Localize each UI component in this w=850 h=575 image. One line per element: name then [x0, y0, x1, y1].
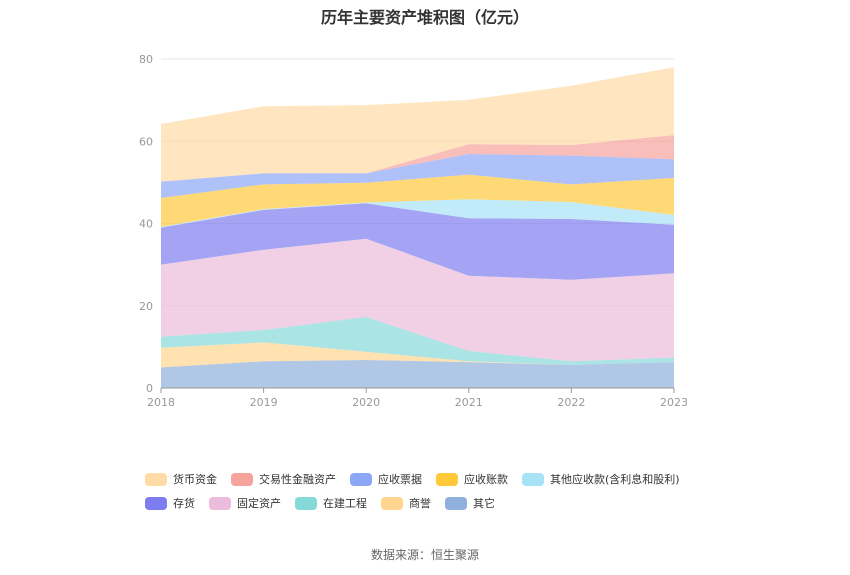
- x-tick-label: 2023: [660, 396, 688, 409]
- legend-label: 在建工程: [323, 497, 367, 510]
- x-tick-label: 2019: [250, 396, 278, 409]
- y-tick-label: 40: [139, 218, 153, 231]
- legend-label: 应收账款: [464, 473, 508, 486]
- legend-item[interactable]: 货币资金: [145, 472, 217, 486]
- area-series-8[interactable]: [161, 135, 674, 182]
- legend-label: 应收票据: [378, 473, 422, 486]
- legend-label: 交易性金融资产: [259, 473, 336, 486]
- legend-swatch: [436, 472, 458, 486]
- legend-label: 货币资金: [173, 473, 217, 486]
- stacked-area-chart: 0 20 40 60 80 2018 2019 2020 2021 2022 2023: [139, 53, 688, 409]
- x-tick-label: 2021: [455, 396, 483, 409]
- legend-label: 存货: [173, 497, 195, 510]
- y-tick-label: 20: [139, 300, 153, 313]
- legend-item[interactable]: 商誉: [381, 496, 431, 510]
- legend-swatch: [145, 472, 167, 486]
- legend-swatch: [522, 472, 544, 486]
- area-series-2[interactable]: [161, 316, 674, 365]
- axis-layer: 0 20 40 60 80 2018 2019 2020 2021 2022 2023: [139, 53, 688, 409]
- legend-label: 商誉: [409, 497, 431, 510]
- source-note: 数据来源：恒生聚源: [370, 548, 479, 562]
- legend-label: 固定资产: [237, 497, 281, 510]
- x-tick-label: 2018: [147, 396, 175, 409]
- x-tick-label: 2022: [557, 396, 585, 409]
- legend-item[interactable]: 存货: [145, 496, 195, 510]
- area-series-3[interactable]: [161, 238, 674, 362]
- area-layer: [161, 67, 674, 388]
- legend-item[interactable]: 在建工程: [295, 496, 367, 510]
- area-series-7[interactable]: [161, 154, 674, 198]
- legend-label: 其他应收款(含利息和股利): [550, 473, 680, 486]
- legend: 货币资金 交易性金融资产 应收票据 应收账款 其他应收款(含利息和股利) 存货 固定资产 在建…: [145, 472, 745, 520]
- legend-item[interactable]: 固定资产: [209, 496, 281, 510]
- legend-label: 其它: [473, 497, 495, 510]
- legend-swatch: [209, 496, 231, 510]
- legend-swatch: [445, 496, 467, 510]
- legend-swatch: [381, 496, 403, 510]
- legend-item[interactable]: 应收票据: [350, 472, 422, 486]
- legend-item[interactable]: 其他应收款(含利息和股利): [522, 472, 680, 486]
- chart-title: 历年主要资产堆积图（亿元）: [320, 8, 529, 27]
- legend-item[interactable]: 其它: [445, 496, 495, 510]
- y-tick-label: 60: [139, 135, 153, 148]
- area-series-5[interactable]: [161, 199, 674, 228]
- area-series-9[interactable]: [161, 67, 674, 182]
- legend-swatch: [350, 472, 372, 486]
- y-tick-label: 0: [146, 382, 153, 395]
- area-series-6[interactable]: [161, 174, 674, 227]
- area-series-1[interactable]: [161, 342, 674, 368]
- legend-swatch: [295, 496, 317, 510]
- area-series-0[interactable]: [161, 360, 674, 388]
- legend-swatch: [145, 496, 167, 510]
- legend-item[interactable]: 交易性金融资产: [231, 472, 336, 486]
- y-tick-label: 80: [139, 53, 153, 66]
- x-tick-label: 2020: [352, 396, 380, 409]
- legend-swatch: [231, 472, 253, 486]
- legend-item[interactable]: 应收账款: [436, 472, 508, 486]
- area-series-4[interactable]: [161, 203, 674, 280]
